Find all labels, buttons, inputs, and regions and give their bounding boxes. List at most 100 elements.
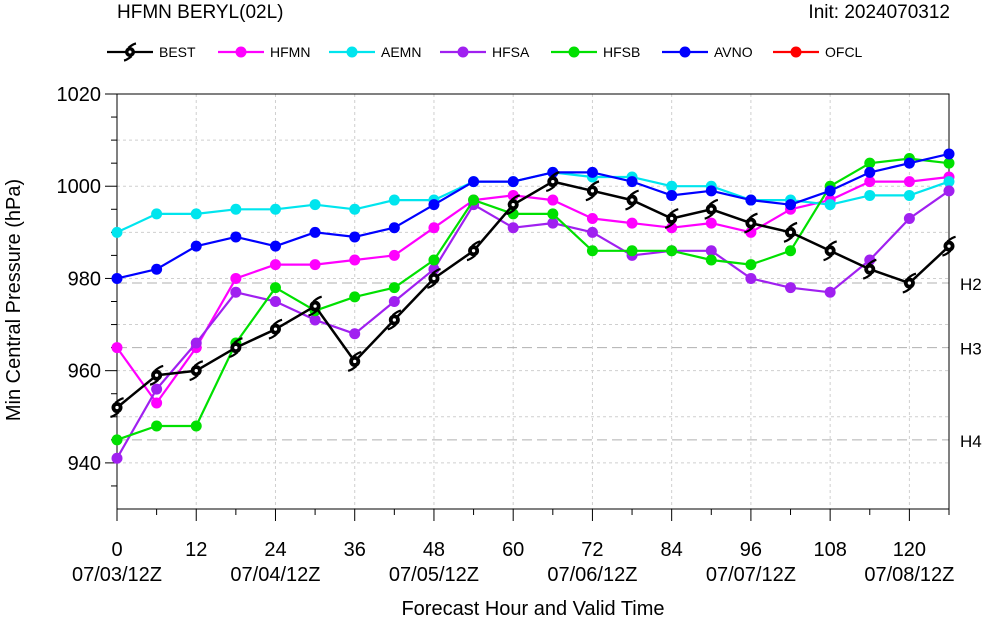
- data-point-best: [902, 272, 917, 294]
- data-point-hfsa: [785, 282, 797, 294]
- data-point-best: [308, 295, 322, 317]
- legend-item-aemn: AEMN: [329, 44, 421, 60]
- data-point-hfsa: [705, 245, 717, 257]
- data-point-hfsb: [428, 254, 440, 266]
- data-point-best: [862, 258, 877, 280]
- data-point-avno: [468, 176, 480, 188]
- y-tick-label: 940: [68, 453, 101, 475]
- hurricane-arm: [391, 309, 402, 317]
- init-time: Init: 2024070312: [808, 2, 950, 23]
- data-point-hfsb: [943, 157, 955, 169]
- data-point-aemn: [111, 226, 123, 238]
- hurricane-arm: [352, 351, 362, 358]
- legend-label: HFMN: [270, 44, 310, 60]
- data-point-best: [942, 235, 956, 257]
- x-tick-label: 12: [185, 539, 207, 561]
- reference-line-label: H3: [960, 340, 982, 359]
- hurricane-arm: [431, 268, 441, 275]
- x-tick-label: 48: [423, 539, 445, 561]
- x-tick-label: 72: [581, 539, 603, 561]
- data-point-best: [704, 198, 719, 220]
- x-date-label: 07/03/12Z: [72, 564, 162, 586]
- x-date-label: 07/07/12Z: [706, 564, 796, 586]
- hurricane-eye: [947, 244, 951, 248]
- hurricane-arm: [585, 194, 595, 202]
- data-point-hfsb: [151, 420, 163, 432]
- data-point-aemn: [269, 203, 281, 215]
- data-point-avno: [349, 231, 361, 243]
- hurricane-eye: [194, 369, 198, 373]
- data-point-avno: [547, 166, 559, 178]
- hurricane-eye: [749, 221, 753, 225]
- hurricane-arm: [867, 258, 877, 266]
- hurricane-eye: [234, 345, 238, 350]
- data-point-best: [625, 189, 639, 211]
- data-point-hfmn: [151, 397, 163, 409]
- data-point-hfsb: [626, 245, 638, 257]
- hurricane-arm: [268, 332, 278, 340]
- data-point-avno: [745, 194, 757, 206]
- y-tick-label: 1020: [57, 84, 102, 106]
- legend-marker: [568, 46, 580, 58]
- data-point-hfmn: [626, 217, 638, 229]
- hurricane-arm: [273, 318, 283, 326]
- legend-marker: [235, 46, 247, 58]
- x-date-label: 07/05/12Z: [389, 564, 479, 586]
- series-line-hfsb: [116, 157, 950, 441]
- data-point-avno: [269, 240, 281, 252]
- hurricane-eye: [828, 249, 832, 253]
- x-tick-label: 60: [502, 539, 524, 561]
- data-point-avno: [230, 231, 242, 243]
- hurricane-arm: [942, 249, 952, 257]
- x-tick-label: 108: [813, 539, 846, 561]
- hurricane-arm: [229, 351, 239, 359]
- hurricane-eye: [590, 189, 595, 193]
- data-point-aemn: [864, 189, 876, 201]
- hurricane-eye: [709, 207, 713, 211]
- data-point-hfsb: [190, 420, 202, 432]
- legend-marker: [346, 46, 358, 58]
- data-point-best: [387, 309, 402, 331]
- hurricane-eye: [115, 405, 119, 410]
- data-point-best: [506, 194, 521, 216]
- x-tick-label: 96: [740, 539, 762, 561]
- data-point-hfsb: [547, 208, 559, 220]
- legend-label: HFSA: [492, 44, 530, 60]
- hurricane-arm: [110, 411, 120, 418]
- series-line-hfsa: [116, 189, 950, 459]
- data-point-avno: [943, 148, 955, 160]
- data-point-hfmn: [547, 194, 559, 206]
- hurricane-arm: [506, 208, 516, 216]
- data-point-aemn: [349, 203, 361, 215]
- data-point-aemn: [190, 208, 202, 220]
- hurricane-arm: [704, 213, 714, 220]
- data-point-hfsb: [705, 254, 717, 266]
- data-point-hfsb: [586, 245, 598, 257]
- legend-item-ofcl: OFCL: [773, 44, 863, 60]
- hurricane-arm: [510, 194, 521, 201]
- legend-marker: [123, 42, 137, 62]
- hurricane-arm: [744, 226, 754, 234]
- x-tick-label: 84: [661, 539, 683, 561]
- hurricane-arm: [347, 365, 358, 372]
- data-point-hfsb: [785, 245, 797, 257]
- data-point-best: [783, 221, 798, 243]
- data-point-best: [823, 240, 837, 262]
- data-point-aemn: [666, 180, 678, 192]
- legend-item-best: BEST: [107, 42, 196, 62]
- hurricane-eye: [471, 249, 476, 253]
- data-point-hfmn: [864, 176, 876, 188]
- hurricane-arm: [312, 295, 322, 303]
- data-point-avno: [864, 166, 876, 178]
- data-point-aemn: [309, 199, 321, 211]
- hurricane-eye: [353, 359, 357, 364]
- hurricane-arm: [149, 379, 159, 386]
- x-tick-label: 0: [111, 539, 122, 561]
- x-axis-label: Forecast Hour and Valid Time: [401, 598, 664, 618]
- hurricane-arm: [123, 55, 133, 62]
- legend-marker: [790, 46, 802, 58]
- data-point-hfmn: [309, 259, 321, 271]
- category-reference-lines: H2 H3 H4: [117, 275, 982, 451]
- x-date-label: 07/08/12Z: [864, 564, 954, 586]
- hurricane-arm: [625, 203, 635, 211]
